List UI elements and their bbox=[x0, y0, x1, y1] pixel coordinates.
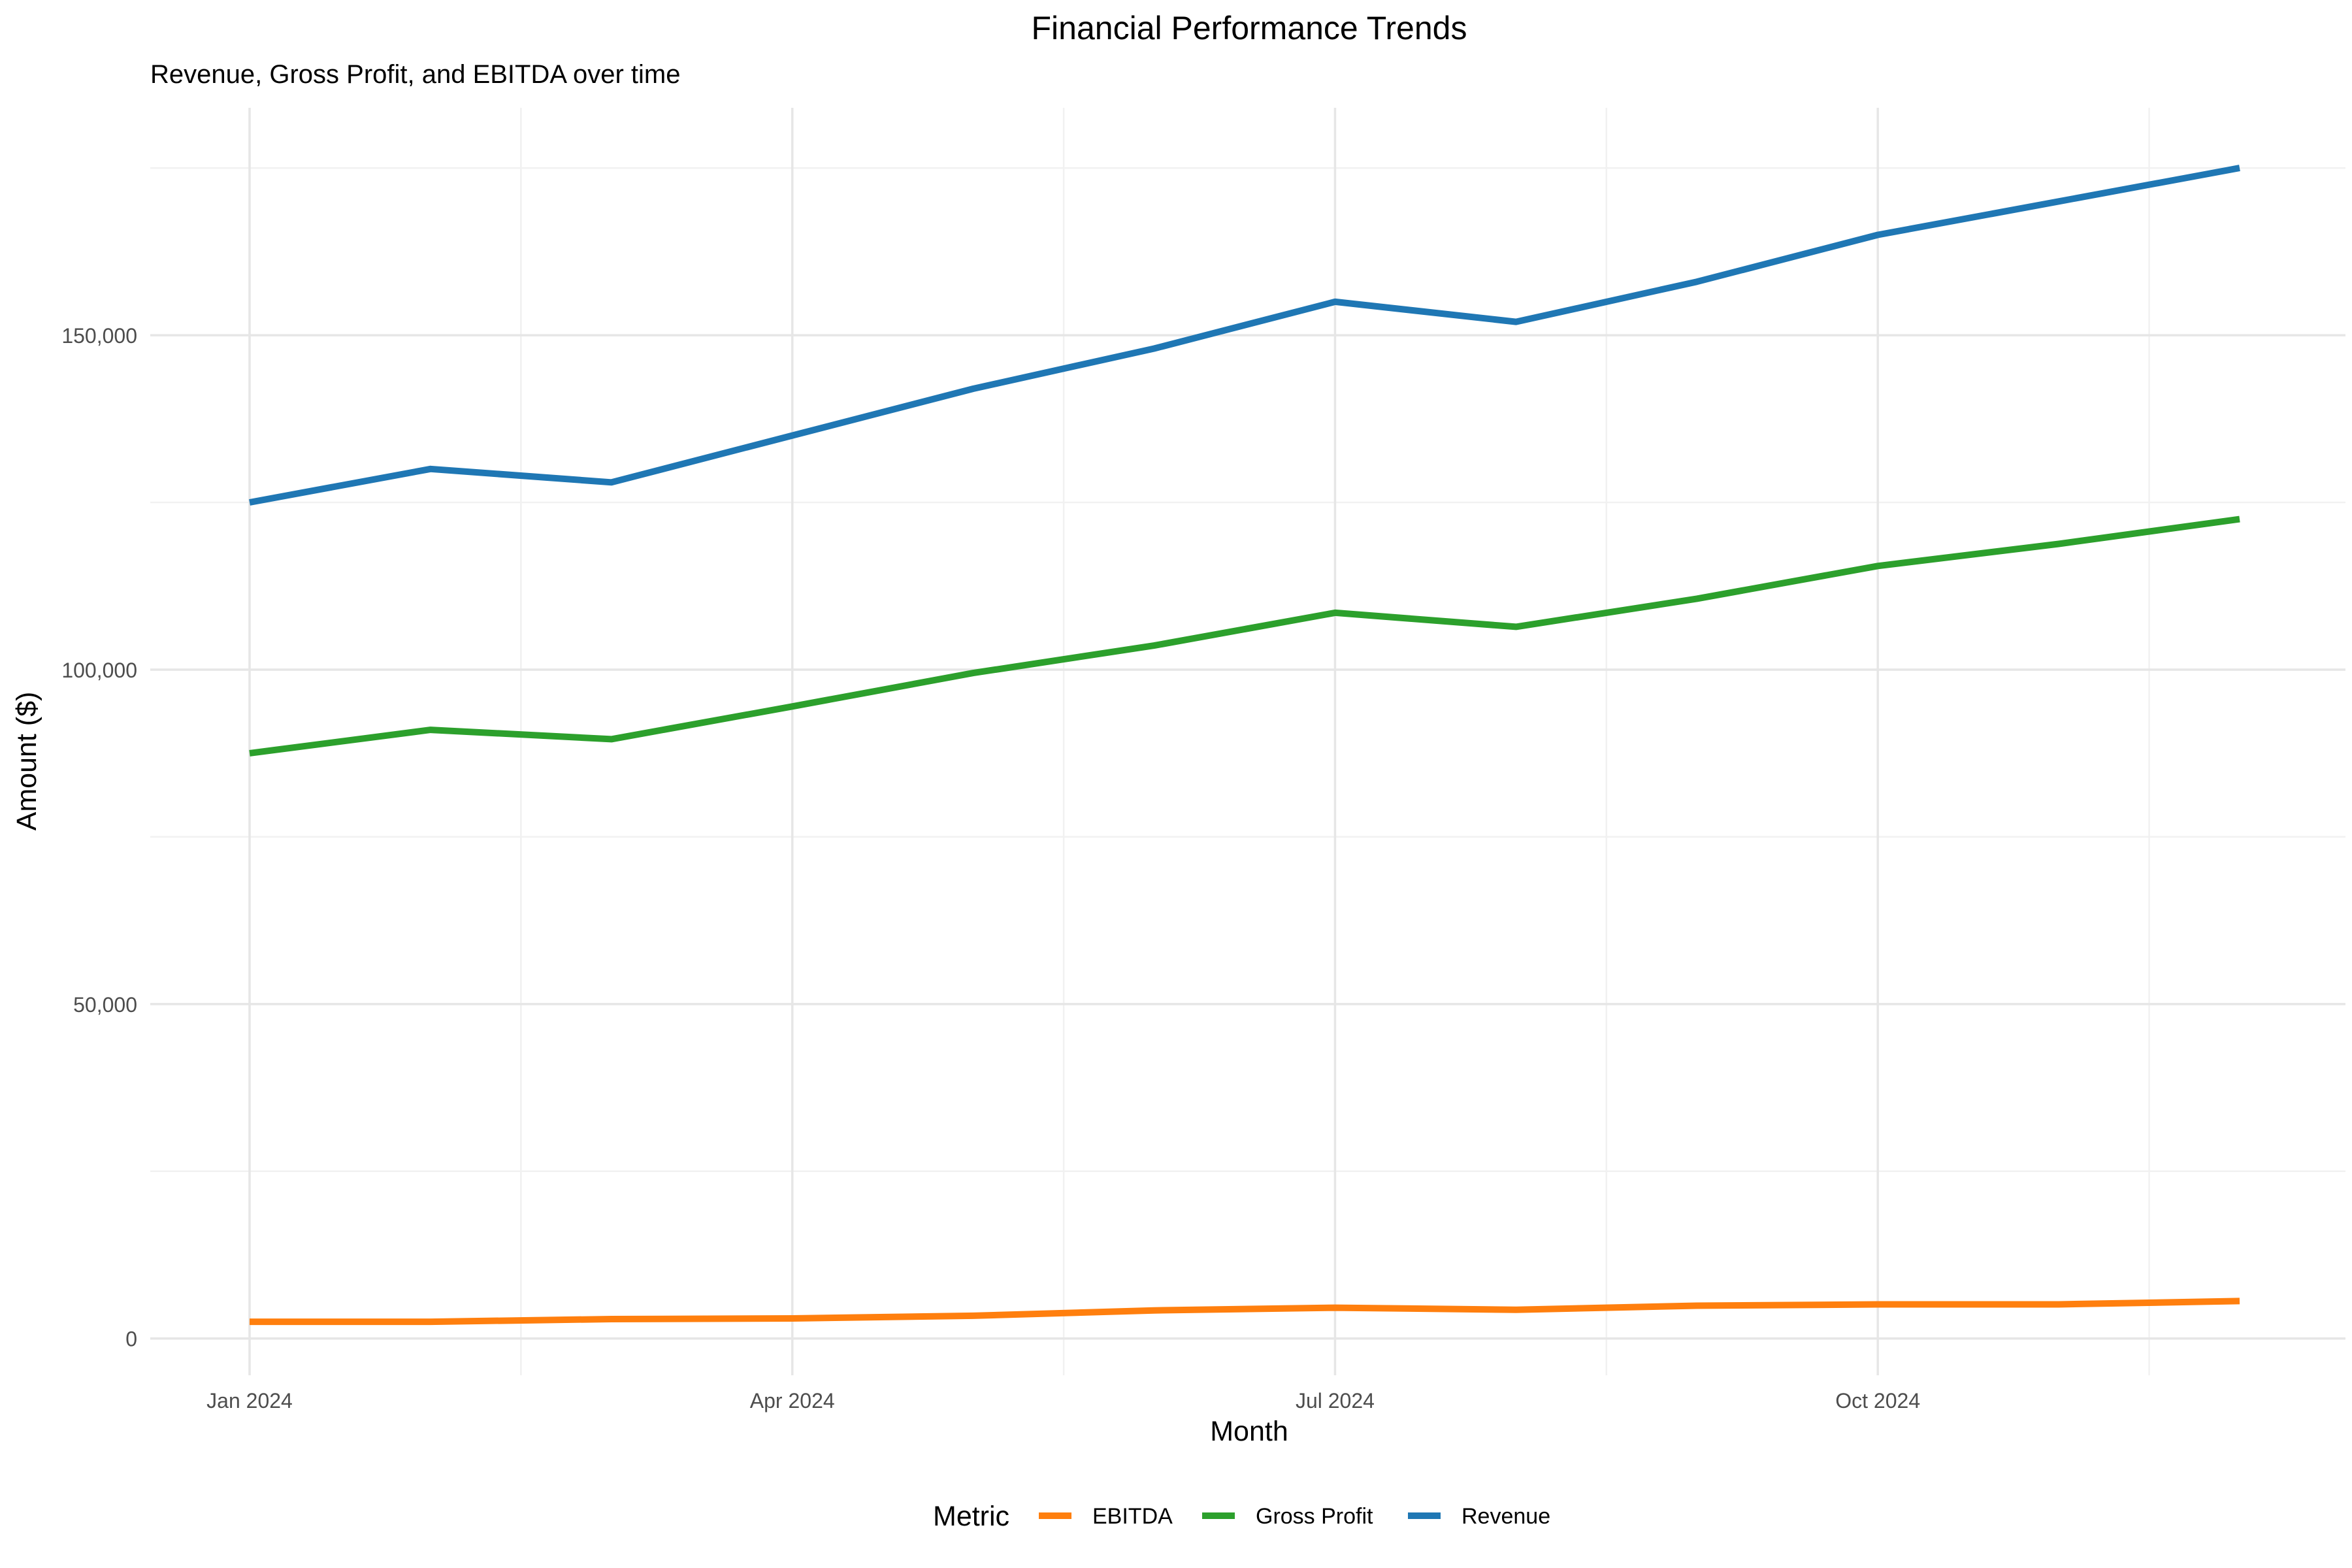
y-tick-label: 150,000 bbox=[61, 324, 137, 348]
legend-items: EBITDA Gross Profit Revenue bbox=[1039, 1504, 1550, 1529]
x-tick-label: Jul 2024 bbox=[1296, 1389, 1375, 1413]
grid-major bbox=[150, 108, 2345, 1375]
legend-label: EBITDA bbox=[1092, 1504, 1173, 1529]
y-tick-label: 0 bbox=[125, 1328, 137, 1351]
plot-area bbox=[150, 108, 2345, 1375]
series-lines bbox=[249, 165, 2240, 1326]
chart-title: Financial Performance Trends bbox=[1032, 10, 1467, 46]
legend: Metric EBITDA Gross Profit Revenue bbox=[933, 1501, 1550, 1532]
legend-label: Revenue bbox=[1462, 1504, 1550, 1529]
legend-title: Metric bbox=[933, 1501, 1009, 1532]
x-tick-label: Jan 2024 bbox=[206, 1389, 293, 1413]
x-axis-label: Month bbox=[1210, 1416, 1288, 1447]
x-axis-tick-labels: Jan 2024 Apr 2024 Jul 2024 Oct 2024 bbox=[206, 1389, 1920, 1413]
x-tick-label: Apr 2024 bbox=[750, 1389, 835, 1413]
y-axis-label: Amount ($) bbox=[11, 692, 42, 831]
grid-minor bbox=[150, 108, 2345, 1375]
legend-label: Gross Profit bbox=[1256, 1504, 1373, 1529]
chart-subtitle: Revenue, Gross Profit, and EBITDA over t… bbox=[150, 60, 680, 89]
y-tick-label: 100,000 bbox=[61, 659, 137, 682]
legend-item-revenue: Revenue bbox=[1408, 1504, 1550, 1529]
series-line-ebitda bbox=[250, 1298, 2240, 1326]
x-tick-label: Oct 2024 bbox=[1835, 1389, 1920, 1413]
y-tick-label: 50,000 bbox=[73, 993, 137, 1017]
legend-item-ebitda: EBITDA bbox=[1039, 1504, 1173, 1529]
y-axis-tick-labels: 0 50,000 100,000 150,000 bbox=[61, 324, 137, 1351]
legend-item-gross-profit: Gross Profit bbox=[1202, 1504, 1373, 1529]
series-line-gross-profit bbox=[249, 515, 2240, 757]
series-line-revenue bbox=[249, 165, 2240, 506]
